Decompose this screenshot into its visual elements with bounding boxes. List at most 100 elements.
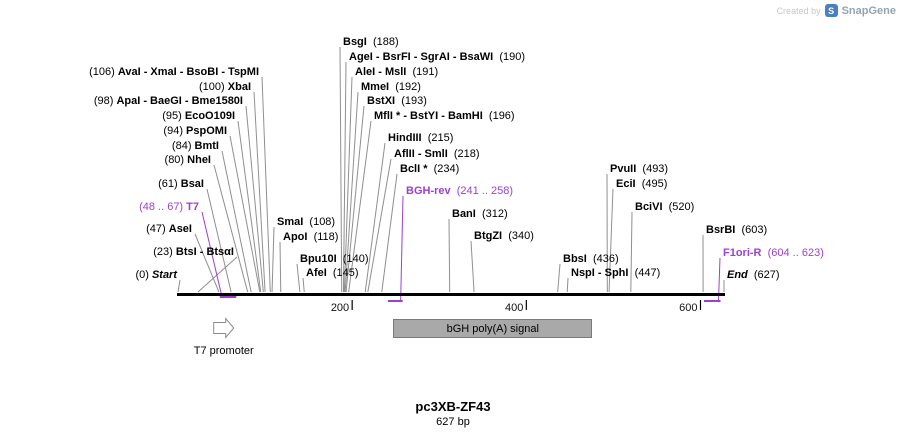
site-label-asei[interactable]: (47) AseI — [146, 223, 192, 235]
leader-line — [557, 263, 561, 293]
site-label-start[interactable]: (0) Start — [135, 269, 177, 281]
label-name-text: ApoI — [283, 231, 308, 243]
leader-line — [296, 263, 301, 293]
primer-label-t7[interactable]: (48 .. 67) T7 — [139, 201, 199, 213]
leader-line — [245, 105, 264, 293]
primer-label-bgh-rev[interactable]: BGH-rev (241 .. 258) — [406, 185, 513, 197]
leader-line — [566, 277, 569, 293]
snapgene-logo-icon: S — [824, 4, 838, 17]
label-name-text: MmeI — [361, 81, 390, 93]
leader-line — [221, 150, 252, 293]
leader-line — [630, 211, 633, 293]
site-label-btgzi[interactable]: BtgZI (340) — [474, 230, 534, 242]
label-position-text: (493) — [636, 163, 669, 175]
site-label-agei-bsrfi-sgrai-bsawi[interactable]: AgeI - BsrFI - SgrAI - BsaWI (190) — [349, 51, 525, 63]
site-label-bpu10i[interactable]: Bpu10I (140) — [300, 253, 368, 265]
site-label-afei[interactable]: AfeI (145) — [306, 267, 359, 279]
label-position-text: (48 .. 67) — [139, 201, 187, 213]
label-position-text: (47) — [146, 223, 169, 235]
label-position-text: (340) — [502, 230, 534, 242]
leader-line — [343, 76, 353, 293]
leader-line — [279, 241, 282, 293]
site-label-bcivi[interactable]: BciVI (520) — [635, 201, 694, 213]
label-position-text: (312) — [475, 208, 508, 220]
label-name-text: PvuII — [610, 163, 637, 175]
primer-leader-line — [201, 211, 223, 297]
label-position-text: (61) — [158, 178, 181, 190]
label-position-text: (145) — [326, 267, 359, 279]
primer-bar-t7[interactable] — [219, 296, 237, 298]
site-label-end[interactable]: End (627) — [727, 269, 780, 281]
site-label-bani[interactable]: BanI (312) — [452, 208, 508, 220]
site-label-bsrbi[interactable]: BsrBI (603) — [706, 224, 767, 236]
label-name-text: XbaI — [227, 81, 251, 93]
label-position-text: (84) — [171, 140, 195, 152]
site-label-bcli[interactable]: BclI * (234) — [400, 163, 459, 175]
sequence-line[interactable] — [177, 293, 725, 296]
feature-label-t7-promoter[interactable]: T7 promoter — [193, 345, 254, 357]
primer-bar-f1ori-r[interactable] — [703, 300, 721, 302]
label-name-text: AvaI - XmaI - BsoBI - TspMI — [117, 66, 259, 78]
label-name-text: Start — [151, 269, 177, 281]
site-label-hindiii[interactable]: HindIII (215) — [388, 132, 453, 144]
site-label-ecoo109i[interactable]: (95) EcoO109I — [162, 110, 235, 122]
label-name-text: AflII - SmlI — [394, 148, 448, 160]
site-label-nhei[interactable]: (80) NheI — [165, 154, 211, 166]
label-name-text: EcoO109I — [184, 110, 235, 122]
site-label-alei-msli[interactable]: AleI - MslI (191) — [355, 66, 438, 78]
promoter-arrow-icon[interactable] — [213, 317, 235, 339]
site-label-btsi-bts-i[interactable]: (23) BtsI - BtsαI — [153, 246, 234, 258]
site-label-pvuii[interactable]: PvuII (493) — [610, 163, 668, 175]
leader-line — [302, 277, 305, 293]
label-name-text: BsrBI — [706, 224, 736, 236]
axis-number: 400 — [504, 302, 524, 314]
primer-label-f1ori-r[interactable]: F1ori-R (604 .. 623) — [723, 247, 824, 259]
site-label-ecii[interactable]: EciI (495) — [616, 178, 667, 190]
label-position-text: (118) — [307, 231, 339, 243]
label-position-text: (95) — [162, 110, 185, 122]
label-position-text: (94) — [163, 125, 187, 137]
feature-box-bgh-poly-a-signal[interactable]: bGH poly(A) signal — [393, 319, 593, 338]
site-label-bsai[interactable]: (61) BsaI — [158, 178, 204, 190]
label-position-text: (108) — [303, 216, 336, 228]
label-name-text: AleI - MslI — [355, 66, 407, 78]
site-label-bmti[interactable]: (84) BmtI — [172, 140, 219, 152]
label-position-text: (604 .. 623) — [761, 247, 824, 259]
label-name-text: MflI * - BstYI - BamHI — [374, 110, 483, 122]
axis-number: 200 — [330, 302, 350, 314]
site-label-mfli-bstyi-bamhi[interactable]: MflI * - BstYI - BamHI (196) — [374, 110, 515, 122]
label-name-text: NspI - SphI — [571, 267, 629, 279]
site-label-apai-baegi-bme1580i[interactable]: (98) ApaI - BaeGI - Bme1580I — [94, 95, 243, 107]
leader-line — [194, 233, 220, 293]
label-position-text: (436) — [586, 253, 619, 265]
leader-line — [213, 164, 249, 293]
label-name-text: HindIII — [388, 132, 422, 144]
primer-bar-bgh-rev[interactable] — [387, 300, 403, 302]
label-name-text: T7 — [186, 201, 199, 213]
site-label-mmei[interactable]: MmeI (192) — [361, 81, 421, 93]
site-label-bbsi[interactable]: BbsI (436) — [563, 253, 619, 265]
leader-line — [364, 142, 386, 293]
site-label-nspi-sphi[interactable]: NspI - SphI (447) — [571, 267, 660, 279]
label-position-text: (218) — [447, 148, 480, 160]
site-label-pspomi[interactable]: (94) PspOMI — [163, 125, 227, 137]
label-name-text: BstXI — [367, 95, 396, 107]
site-label-avai-xmai-bsobi-tspmi[interactable]: (106) AvaI - XmaI - BsoBI - TspMI — [89, 66, 259, 78]
label-position-text: (603) — [735, 224, 768, 236]
label-name-text: BciVI — [635, 201, 663, 213]
leader-line — [345, 105, 365, 293]
site-label-bsgi[interactable]: BsgI (188) — [343, 36, 399, 48]
created-by-text: Created by — [776, 5, 821, 16]
leader-line — [229, 135, 261, 293]
site-label-apoi[interactable]: ApoI (118) — [283, 231, 338, 243]
label-name-text: BtgZI — [474, 230, 503, 242]
leader-line — [271, 226, 275, 293]
label-position-text: (0) — [135, 269, 152, 281]
site-label-bstxi[interactable]: BstXI (193) — [367, 95, 427, 107]
label-position-text: (191) — [406, 66, 439, 78]
site-label-smai[interactable]: SmaI (108) — [277, 216, 335, 228]
leader-line — [470, 240, 475, 293]
site-label-xbai[interactable]: (100) XbaI — [199, 81, 251, 93]
site-label-aflii-smli[interactable]: AflII - SmlI (218) — [394, 148, 480, 160]
